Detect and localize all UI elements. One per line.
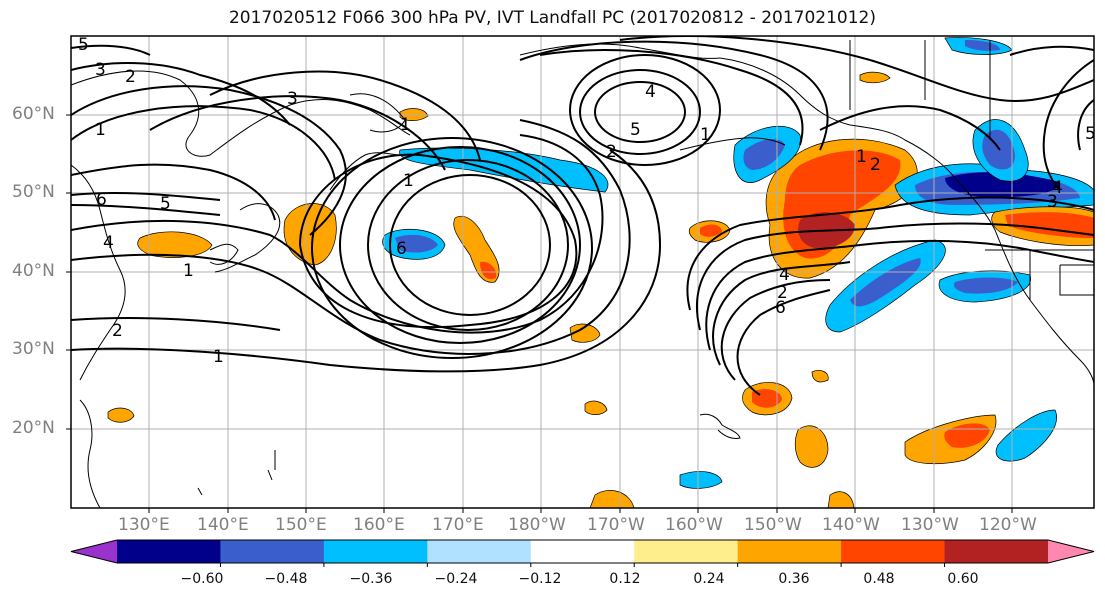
colorbar-tick-label: −0.48 <box>264 571 308 587</box>
negative-anomaly <box>679 471 723 489</box>
negative-anomaly <box>850 258 921 307</box>
lon-tick-label: 140°E <box>197 515 249 535</box>
lon-tick-label: 120°W <box>979 515 1037 535</box>
lat-tick-label: 20°N <box>12 418 55 438</box>
positive-anomaly <box>794 425 829 468</box>
lat-tick-label: 50°N <box>12 182 55 202</box>
contour-label: 5 <box>160 194 171 214</box>
positive-anomaly <box>944 423 990 448</box>
contour-label: 2 <box>125 67 136 87</box>
positive-anomaly <box>827 491 855 508</box>
negative-anomaly <box>995 409 1057 462</box>
lon-tick-label: 140°W <box>822 515 880 535</box>
lat-tick-label: 60°N <box>12 104 55 124</box>
positive-anomaly <box>589 490 635 508</box>
colorbar-bin <box>841 540 946 563</box>
colorbar-outline <box>70 539 1095 564</box>
contour-label: 4 <box>1052 178 1063 198</box>
colorbar-tick-label: 0.48 <box>863 571 895 587</box>
positive-anomaly <box>569 323 601 343</box>
colorbar-bin <box>427 540 532 563</box>
colorbar-tick-label: −0.12 <box>518 571 562 587</box>
colorbar-bin <box>220 540 325 563</box>
lat-tick-label: 40°N <box>12 261 55 281</box>
lon-tick-label: 150°W <box>744 515 802 535</box>
colorbar-extend-min <box>71 540 117 563</box>
contour-label: 2 <box>870 155 881 175</box>
positive-anomaly <box>811 370 829 383</box>
contour-label: 4 <box>779 265 790 285</box>
contour-label: 1 <box>213 347 224 367</box>
contour-label: 1 <box>95 120 106 140</box>
colorbar <box>70 539 1095 567</box>
contour-label: 1 <box>400 115 411 135</box>
lon-tick-label: 170°W <box>587 515 645 535</box>
contour-label: 6 <box>775 298 786 318</box>
contour-label: 4 <box>103 233 114 253</box>
negative-anomaly <box>743 138 785 170</box>
lon-tick-label: 170°E <box>432 515 484 535</box>
colorbar-bin <box>944 540 1049 563</box>
lon-tick-label: 160°E <box>353 515 405 535</box>
contour-label: 1 <box>403 171 414 191</box>
contour-label: 1 <box>183 261 194 281</box>
negative-anomaly <box>965 40 1000 51</box>
colorbar-tick-label: 0.60 <box>947 571 979 587</box>
contour-labels: 5 3 2 1 3 1 6 5 4 1 2 1 1 6 4 5 2 1 1 2 … <box>78 35 1096 367</box>
positive-anomaly <box>584 400 608 415</box>
colorbar-tick-label: 0.24 <box>693 571 725 587</box>
contour-label: 5 <box>78 35 89 55</box>
contour-label: 2 <box>112 321 123 341</box>
contour-label: 6 <box>396 239 407 259</box>
contour-label: 3 <box>95 60 106 80</box>
positive-anomaly <box>480 261 497 280</box>
lon-tick-label: 150°E <box>275 515 327 535</box>
negative-anomaly <box>395 234 438 253</box>
graticule <box>71 36 1094 508</box>
contour-label: 3 <box>287 89 298 109</box>
colorbar-tick-label: 0.36 <box>778 571 810 587</box>
colorbar-tick-label: 0.12 <box>609 571 641 587</box>
map-title: 2017020512 F066 300 hPa PV, IVT Landfall… <box>228 8 876 28</box>
colorbar-tick-label: −0.36 <box>349 571 393 587</box>
contour-label: 1 <box>700 125 711 145</box>
contour-label: 2 <box>606 142 617 162</box>
colorbar-bin <box>737 540 842 563</box>
colorbar-tick-label: −0.24 <box>434 571 478 587</box>
colorbar-bin <box>634 540 739 563</box>
lon-tick-label: 180°W <box>508 515 566 535</box>
contour-label: 4 <box>645 82 656 102</box>
colorbar-bin <box>117 540 221 563</box>
positive-anomaly <box>859 71 891 84</box>
shaded-fields <box>107 37 1094 508</box>
negative-anomaly <box>953 277 1018 294</box>
positive-anomaly <box>137 231 213 258</box>
contour-label: 5 <box>1085 124 1096 144</box>
contour-label: 2 <box>777 283 788 303</box>
contour-label: 1 <box>856 147 867 167</box>
positive-anomaly <box>700 224 722 237</box>
lon-tick-label: 130°E <box>118 515 170 535</box>
pv-contours <box>71 36 1094 396</box>
colorbar-extend-max <box>1048 540 1094 563</box>
coastlines <box>71 40 1094 508</box>
negative-anomaly <box>945 172 1060 198</box>
contour-label: 3 <box>1047 192 1058 212</box>
axis-ticks <box>66 114 1013 513</box>
colorbar-bin <box>323 540 428 563</box>
positive-anomaly <box>107 407 135 423</box>
lon-tick-label: 130°W <box>901 515 959 535</box>
colorbar-bin <box>530 540 635 563</box>
lon-tick-label: 160°W <box>665 515 723 535</box>
colorbar-tick-label: −0.60 <box>180 571 224 587</box>
contour-label: 6 <box>96 190 107 210</box>
contour-label: 5 <box>630 120 641 140</box>
lat-tick-label: 30°N <box>12 339 55 359</box>
